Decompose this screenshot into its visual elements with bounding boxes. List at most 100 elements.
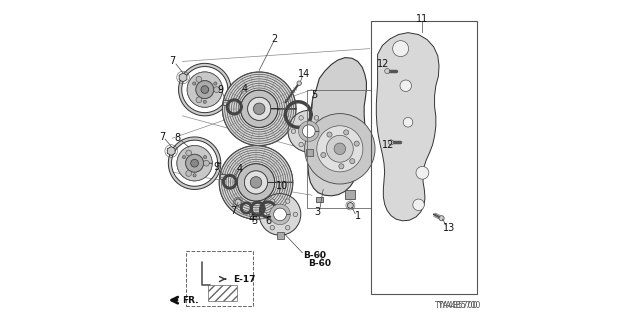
Circle shape xyxy=(285,226,290,230)
Circle shape xyxy=(270,226,275,230)
Polygon shape xyxy=(270,204,291,225)
Bar xyxy=(306,149,314,156)
Circle shape xyxy=(349,159,355,164)
Bar xyxy=(208,285,237,301)
Bar xyxy=(345,190,355,199)
Circle shape xyxy=(303,125,315,138)
Bar xyxy=(220,174,225,179)
Text: 13: 13 xyxy=(442,223,455,234)
Circle shape xyxy=(288,110,330,152)
Polygon shape xyxy=(188,72,223,107)
Bar xyxy=(277,232,285,239)
Text: 3: 3 xyxy=(314,207,321,217)
Circle shape xyxy=(204,100,206,103)
Text: TYA4B5700: TYA4B5700 xyxy=(435,301,478,310)
Text: 7: 7 xyxy=(159,132,166,142)
Polygon shape xyxy=(376,33,439,221)
Circle shape xyxy=(214,82,217,85)
Text: 7: 7 xyxy=(169,56,175,67)
Circle shape xyxy=(182,156,186,159)
Text: 10: 10 xyxy=(275,180,288,191)
Circle shape xyxy=(186,154,204,172)
Bar xyxy=(223,100,228,105)
Polygon shape xyxy=(237,164,275,201)
Text: 1: 1 xyxy=(355,211,361,221)
Polygon shape xyxy=(223,72,296,146)
Circle shape xyxy=(388,140,394,145)
Text: FR.: FR. xyxy=(182,296,198,305)
Text: 14: 14 xyxy=(298,69,310,79)
Circle shape xyxy=(416,166,429,179)
Text: 12: 12 xyxy=(381,140,394,150)
Bar xyxy=(186,251,253,306)
Circle shape xyxy=(177,146,212,181)
Text: B-60: B-60 xyxy=(303,252,326,260)
Text: 7: 7 xyxy=(230,206,236,216)
Text: 4: 4 xyxy=(241,84,247,94)
Circle shape xyxy=(188,72,223,107)
Circle shape xyxy=(248,97,271,120)
Circle shape xyxy=(339,164,344,169)
Circle shape xyxy=(400,80,412,92)
Circle shape xyxy=(393,41,409,57)
Circle shape xyxy=(201,86,209,93)
Circle shape xyxy=(293,212,298,217)
Circle shape xyxy=(193,174,196,177)
Circle shape xyxy=(285,199,290,203)
Polygon shape xyxy=(167,147,175,156)
Circle shape xyxy=(299,116,303,120)
Circle shape xyxy=(439,216,444,221)
Circle shape xyxy=(314,142,319,147)
Circle shape xyxy=(196,76,202,82)
Circle shape xyxy=(244,171,268,194)
Circle shape xyxy=(204,156,207,159)
Polygon shape xyxy=(179,73,187,82)
Circle shape xyxy=(321,152,326,157)
Text: 12: 12 xyxy=(377,59,390,69)
Text: 4: 4 xyxy=(237,164,243,174)
Circle shape xyxy=(297,81,301,85)
Circle shape xyxy=(193,82,196,85)
Polygon shape xyxy=(299,121,319,141)
Circle shape xyxy=(214,87,220,92)
Circle shape xyxy=(274,208,287,221)
Text: 2: 2 xyxy=(271,34,278,44)
Text: 6: 6 xyxy=(265,216,271,227)
Circle shape xyxy=(403,117,413,127)
Text: 9: 9 xyxy=(217,85,223,95)
Circle shape xyxy=(385,68,390,74)
Circle shape xyxy=(305,114,375,184)
Text: 9: 9 xyxy=(213,162,219,172)
Text: 5: 5 xyxy=(311,90,317,100)
Polygon shape xyxy=(241,90,278,127)
Polygon shape xyxy=(308,58,366,196)
Circle shape xyxy=(186,171,191,176)
Circle shape xyxy=(270,199,275,203)
Circle shape xyxy=(262,212,267,217)
Circle shape xyxy=(291,129,296,133)
Circle shape xyxy=(191,159,198,167)
Text: E-17: E-17 xyxy=(233,275,255,284)
Circle shape xyxy=(322,129,326,133)
Circle shape xyxy=(196,97,202,103)
Bar xyxy=(316,197,323,202)
Circle shape xyxy=(354,141,359,146)
Circle shape xyxy=(253,103,265,115)
Circle shape xyxy=(344,130,349,135)
Circle shape xyxy=(204,160,209,166)
Polygon shape xyxy=(179,63,231,116)
Circle shape xyxy=(299,142,303,147)
Circle shape xyxy=(259,194,301,235)
Text: 4: 4 xyxy=(248,214,255,224)
Polygon shape xyxy=(168,137,221,189)
Text: 5: 5 xyxy=(252,216,258,226)
Circle shape xyxy=(413,199,424,211)
Circle shape xyxy=(327,132,332,137)
Circle shape xyxy=(314,116,319,120)
Polygon shape xyxy=(177,146,212,181)
Circle shape xyxy=(196,81,214,99)
Polygon shape xyxy=(220,146,292,219)
Circle shape xyxy=(317,126,363,172)
Polygon shape xyxy=(348,202,353,209)
Text: 8: 8 xyxy=(175,132,180,143)
